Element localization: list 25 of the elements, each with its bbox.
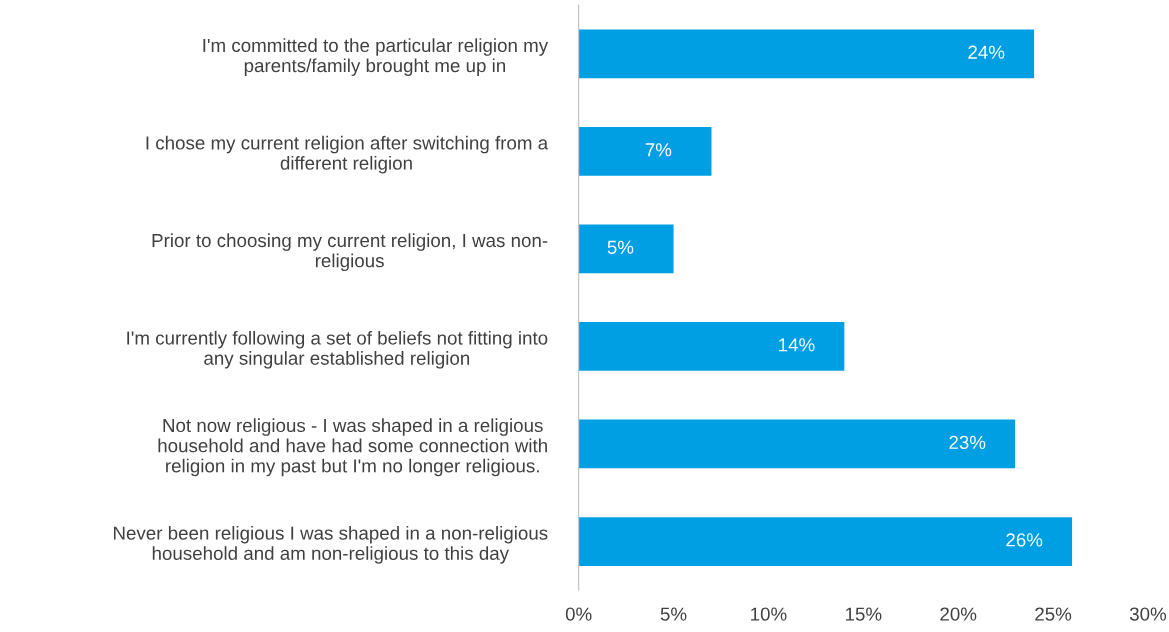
y-tick-label: I'm committed to the particular religion my parents/family brought me up in [203, 38, 549, 76]
bar [578, 517, 1073, 566]
y-tick-label: Not now religious - I was shaped in a religious household and have had some connection with religion in my past but I'm no longer religious. [158, 418, 547, 477]
data-label: 7% [645, 143, 672, 157]
x-tick-label: 10% [751, 607, 787, 621]
bar [578, 322, 845, 371]
x-tick-label: 0% [565, 607, 592, 621]
y-tick-label: I chose my current religion after switching from a different religion [146, 135, 549, 174]
bar [578, 224, 674, 274]
data-label: 26% [1006, 533, 1043, 547]
bar [578, 126, 712, 176]
y-tick-label: Never been religious I was shaped in a non-religious household and am non-religious to this day [114, 525, 548, 564]
bar [578, 29, 1035, 79]
x-tick-label: 25% [1035, 607, 1072, 621]
data-label: 24% [968, 45, 1005, 59]
y-tick-label: Prior to choosing my current religion, I was non- religious [152, 233, 548, 272]
data-label: 5% [607, 240, 634, 254]
bar [578, 419, 1016, 469]
x-tick-label: 5% [660, 607, 687, 621]
data-label: 23% [949, 435, 986, 450]
x-tick-label: 30% [1129, 607, 1167, 621]
data-label: 14% [779, 338, 815, 352]
y-tick-label: I'm currently following a set of beliefs not fitting into any singular established religion [127, 330, 548, 369]
x-tick-label: 20% [940, 607, 977, 621]
x-tick-label: 15% [845, 607, 882, 621]
